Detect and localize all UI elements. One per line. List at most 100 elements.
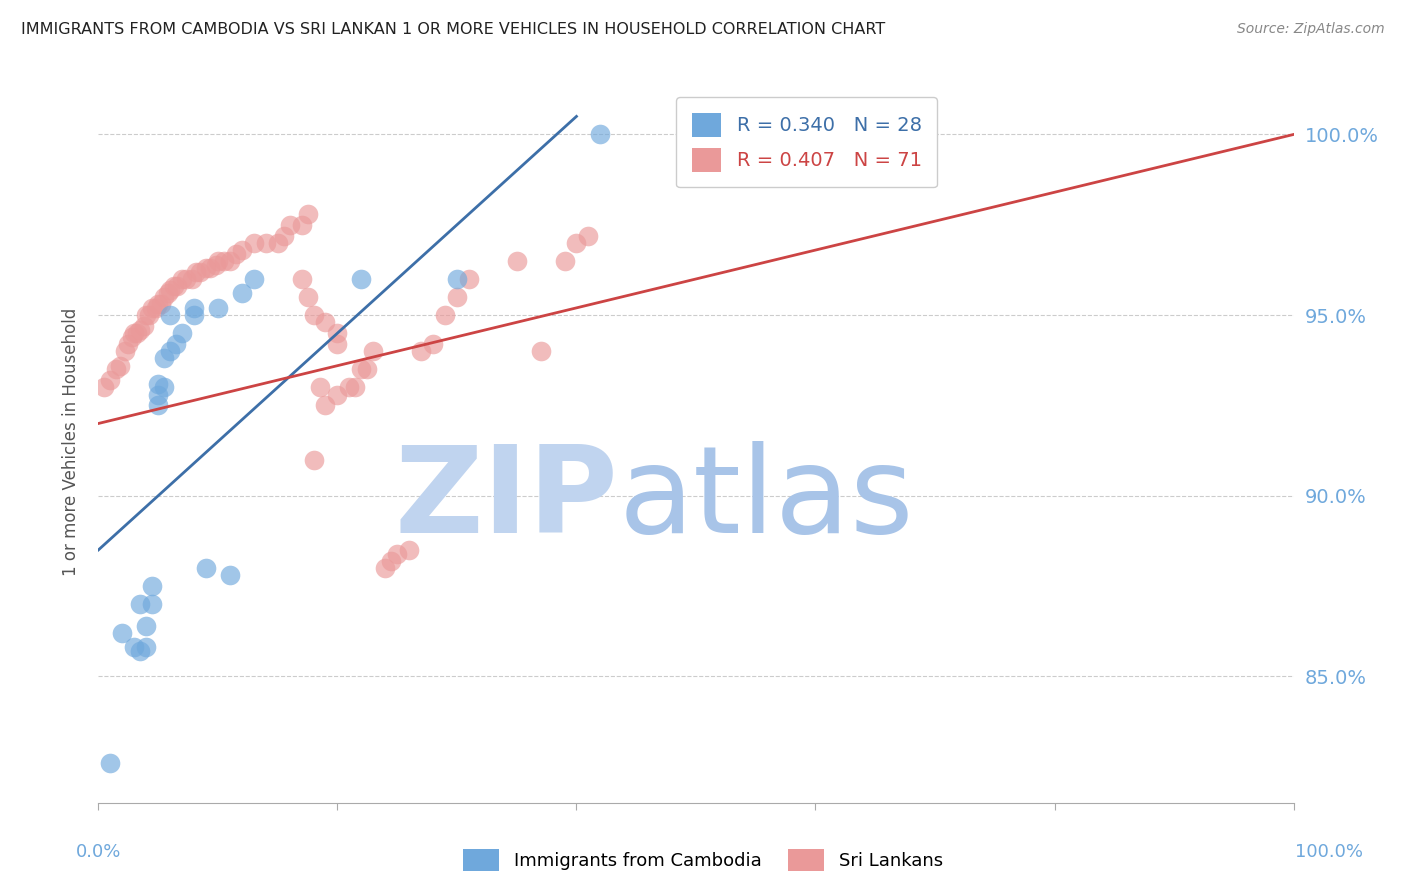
Point [411,344,433,359]
Point [166,279,188,293]
Text: atlas: atlas [619,441,914,558]
Point [225,246,247,260]
Point [148,398,170,412]
Point [145,301,167,315]
Text: ZIP: ZIP [395,441,619,558]
Point [315,398,337,412]
Point [111,626,134,640]
Point [108,359,131,373]
Point [124,640,146,655]
Point [308,380,330,394]
Point [188,265,211,279]
Legend: Immigrants from Cambodia, Sri Lankans: Immigrants from Cambodia, Sri Lankans [456,842,950,879]
Point [243,235,266,250]
Point [98,756,122,770]
Point [291,218,314,232]
Point [380,554,402,568]
Point [153,380,176,394]
Point [326,337,349,351]
Point [141,579,163,593]
Legend: R = 0.340   N = 28, R = 0.407   N = 71: R = 0.340 N = 28, R = 0.407 N = 71 [676,97,938,187]
Point [506,253,529,268]
Point [174,272,197,286]
Point [530,344,553,359]
Point [148,387,170,401]
Point [135,640,157,655]
Point [149,297,172,311]
Point [114,344,136,359]
Point [278,218,301,232]
Point [129,322,152,336]
Point [132,318,155,333]
Point [159,283,181,297]
Point [93,380,115,394]
Point [273,228,295,243]
Point [446,290,468,304]
Point [135,619,157,633]
Point [326,326,349,340]
Point [180,272,202,286]
Point [446,272,468,286]
Point [291,272,314,286]
Point [267,235,290,250]
Point [141,301,163,315]
Point [326,387,349,401]
Point [356,362,378,376]
Point [129,644,152,658]
Point [198,261,221,276]
Point [302,308,325,322]
Point [153,290,176,304]
Point [434,308,457,322]
Point [385,547,409,561]
Point [231,286,253,301]
Point [204,258,226,272]
Point [165,337,187,351]
Point [159,308,181,322]
Point [105,362,128,376]
Point [315,315,337,329]
Point [578,228,600,243]
Point [159,344,181,359]
Point [344,380,367,394]
Point [195,261,218,276]
Text: 0.0%: 0.0% [76,843,121,861]
Point [243,272,266,286]
Point [554,253,576,268]
Text: Source: ZipAtlas.com: Source: ZipAtlas.com [1237,22,1385,37]
Point [195,561,218,575]
Point [183,308,205,322]
Point [172,326,194,340]
Point [129,597,152,611]
Point [183,301,205,315]
Text: IMMIGRANTS FROM CAMBODIA VS SRI LANKAN 1 OR MORE VEHICLES IN HOUSEHOLD CORRELATI: IMMIGRANTS FROM CAMBODIA VS SRI LANKAN 1… [21,22,886,37]
Point [207,253,229,268]
Point [231,243,253,257]
Point [186,265,208,279]
Point [254,235,277,250]
Point [124,326,146,340]
Point [297,290,319,304]
Point [219,568,242,582]
Point [297,207,319,221]
Point [458,272,481,286]
Point [212,253,235,268]
Y-axis label: 1 or more Vehicles in Household: 1 or more Vehicles in Household [62,308,80,575]
Point [125,326,148,340]
Point [350,362,373,376]
Point [339,380,361,394]
Point [121,330,143,344]
Point [163,279,186,293]
Text: 100.0%: 100.0% [1295,843,1362,861]
Point [374,561,396,575]
Point [148,376,170,391]
Point [565,235,588,250]
Point [153,351,176,366]
Point [219,253,242,268]
Point [135,308,157,322]
Point [156,286,179,301]
Point [422,337,444,351]
Point [302,452,325,467]
Point [117,337,139,351]
Point [350,272,373,286]
Point [398,542,420,557]
